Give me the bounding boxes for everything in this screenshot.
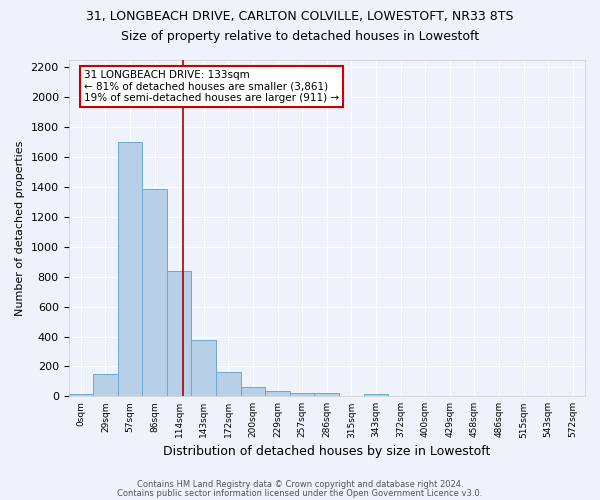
Bar [290, 392, 314, 396]
Text: 31, LONGBEACH DRIVE, CARLTON COLVILLE, LOWESTOFT, NR33 8TS: 31, LONGBEACH DRIVE, CARLTON COLVILLE, L… [86, 10, 514, 23]
Bar [314, 392, 339, 396]
Bar [364, 394, 388, 396]
Bar [241, 386, 265, 396]
Bar [118, 142, 142, 397]
Bar [167, 271, 191, 396]
Text: Contains HM Land Registry data © Crown copyright and database right 2024.: Contains HM Land Registry data © Crown c… [137, 480, 463, 489]
Bar [191, 340, 216, 396]
Bar [142, 188, 167, 396]
Text: Contains public sector information licensed under the Open Government Licence v3: Contains public sector information licen… [118, 488, 482, 498]
Bar [93, 374, 118, 396]
Y-axis label: Number of detached properties: Number of detached properties [15, 140, 25, 316]
X-axis label: Distribution of detached houses by size in Lowestoft: Distribution of detached houses by size … [163, 444, 490, 458]
Bar [68, 394, 93, 396]
Bar [216, 372, 241, 396]
Text: 31 LONGBEACH DRIVE: 133sqm
← 81% of detached houses are smaller (3,861)
19% of s: 31 LONGBEACH DRIVE: 133sqm ← 81% of deta… [84, 70, 339, 103]
Bar [265, 391, 290, 396]
Text: Size of property relative to detached houses in Lowestoft: Size of property relative to detached ho… [121, 30, 479, 43]
